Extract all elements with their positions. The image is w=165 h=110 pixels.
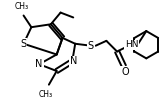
Text: S: S bbox=[88, 41, 94, 51]
Text: HN: HN bbox=[125, 40, 138, 49]
Text: S: S bbox=[20, 39, 27, 49]
Text: N: N bbox=[70, 56, 77, 66]
Text: CH₃: CH₃ bbox=[15, 2, 29, 11]
Text: O: O bbox=[121, 67, 129, 77]
Text: CH₃: CH₃ bbox=[39, 90, 53, 99]
Text: N: N bbox=[35, 59, 43, 69]
